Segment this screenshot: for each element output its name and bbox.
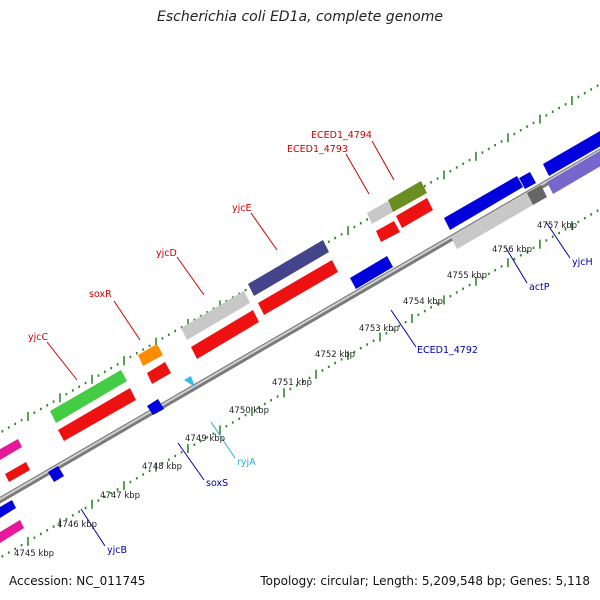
gene-feature-yjcE-red[interactable] (258, 260, 338, 315)
gene-feature-edge-bottom-blue[interactable] (0, 500, 16, 518)
gene-labels: yjcC soxR yjcD yjcE ECED1_4793 ECED1_479… (28, 130, 593, 556)
gene-label-yjcH[interactable]: yjcH (572, 257, 593, 268)
gene-feature-right-blue-1[interactable] (444, 176, 523, 230)
map-title: Escherichia coli ED1a, complete genome (157, 9, 443, 25)
gene-label-soxS[interactable]: soxS (206, 478, 228, 489)
kbp-tick-label: 4751 kbp (272, 378, 312, 388)
inner-tick-track (1, 209, 599, 558)
gene-feature-ECED1_4793-red[interactable] (376, 221, 400, 242)
kbp-tick-label: 4753 kbp (359, 324, 399, 334)
gene-feature-soxS[interactable] (147, 399, 164, 415)
gene-feature-edge-bottom-magenta[interactable] (0, 520, 24, 543)
gene-feature-ECED1_4793[interactable] (367, 201, 393, 224)
reverse-feature-track (0, 256, 393, 543)
kbp-tick-label: 4754 kbp (403, 297, 443, 307)
kbp-tick-label: 4746 kbp (57, 520, 97, 530)
gene-label-soxR[interactable]: soxR (89, 289, 112, 300)
kbp-tick-label: 4752 kbp (315, 350, 355, 360)
kbp-tick-label: 4749 kbp (185, 434, 225, 444)
gene-feature-yjcD-red[interactable] (191, 310, 259, 359)
gene-feature-yjcC-red[interactable] (58, 388, 136, 441)
accession-text: Accession: NC_011745 (9, 574, 146, 588)
gene-feature-edge-top-red[interactable] (5, 462, 30, 482)
kbp-tick-label: 4745 kbp (14, 549, 54, 559)
kbp-tick-labels: 4745 kbp 4746 kbp 4747 kbp 4748 kbp 4749 kbp… (14, 221, 577, 559)
kbp-tick-label: 4750 kbp (229, 406, 269, 416)
gene-feature-soxR[interactable] (138, 344, 163, 366)
gene-feature-ECED1_4794-red[interactable] (396, 198, 433, 228)
gene-label-yjcD[interactable]: yjcD (156, 248, 177, 259)
gene-label-yjcC[interactable]: yjcC (28, 332, 48, 343)
gene-feature-right-blue-3[interactable] (543, 131, 600, 176)
kbp-tick-label: 4755 kbp (447, 271, 487, 281)
outer-tick-track (1, 84, 599, 433)
gene-feature-yjcE[interactable] (248, 240, 329, 296)
gene-feature-ECED1_4794[interactable] (388, 181, 427, 212)
forward-feature-track (0, 131, 600, 482)
gene-label-ECED1_4794[interactable]: ECED1_4794 (311, 130, 372, 141)
gene-feature-yjcD[interactable] (181, 291, 250, 340)
backbone (0, 148, 600, 504)
gene-feature-right-lightblue[interactable] (547, 151, 600, 194)
gene-feature-yjcC[interactable] (50, 370, 127, 423)
gene-label-yjcE[interactable]: yjcE (232, 203, 252, 214)
kbp-tick-label: 4748 kbp (142, 462, 182, 472)
gene-feature-ECED1_4792[interactable] (350, 256, 393, 289)
gene-feature-right-blue-2[interactable] (519, 172, 536, 189)
gene-label-ECED1_4792[interactable]: ECED1_4792 (417, 345, 478, 356)
gene-label-actP[interactable]: actP (529, 282, 550, 293)
gene-feature-right-grey[interactable] (451, 193, 533, 249)
kbp-tick-label: 4757 kbp (537, 221, 577, 231)
gene-feature-edge-top[interactable] (0, 439, 22, 460)
genome-summary-text: Topology: circular; Length: 5,209,548 bp… (260, 574, 590, 588)
gene-label-ryjA[interactable]: ryjA (237, 457, 256, 468)
gene-feature-soxR-red[interactable] (147, 362, 171, 384)
gene-feature-yjcB[interactable] (48, 466, 64, 482)
kbp-tick-label: 4747 kbp (100, 491, 140, 501)
kbp-tick-label: 4756 kbp (492, 245, 532, 255)
gene-label-ECED1_4793[interactable]: ECED1_4793 (287, 144, 348, 155)
gene-feature-right-darkgrey[interactable] (527, 185, 547, 205)
gene-feature-ryjA[interactable] (184, 376, 195, 387)
gene-label-yjcB[interactable]: yjcB (107, 545, 127, 556)
